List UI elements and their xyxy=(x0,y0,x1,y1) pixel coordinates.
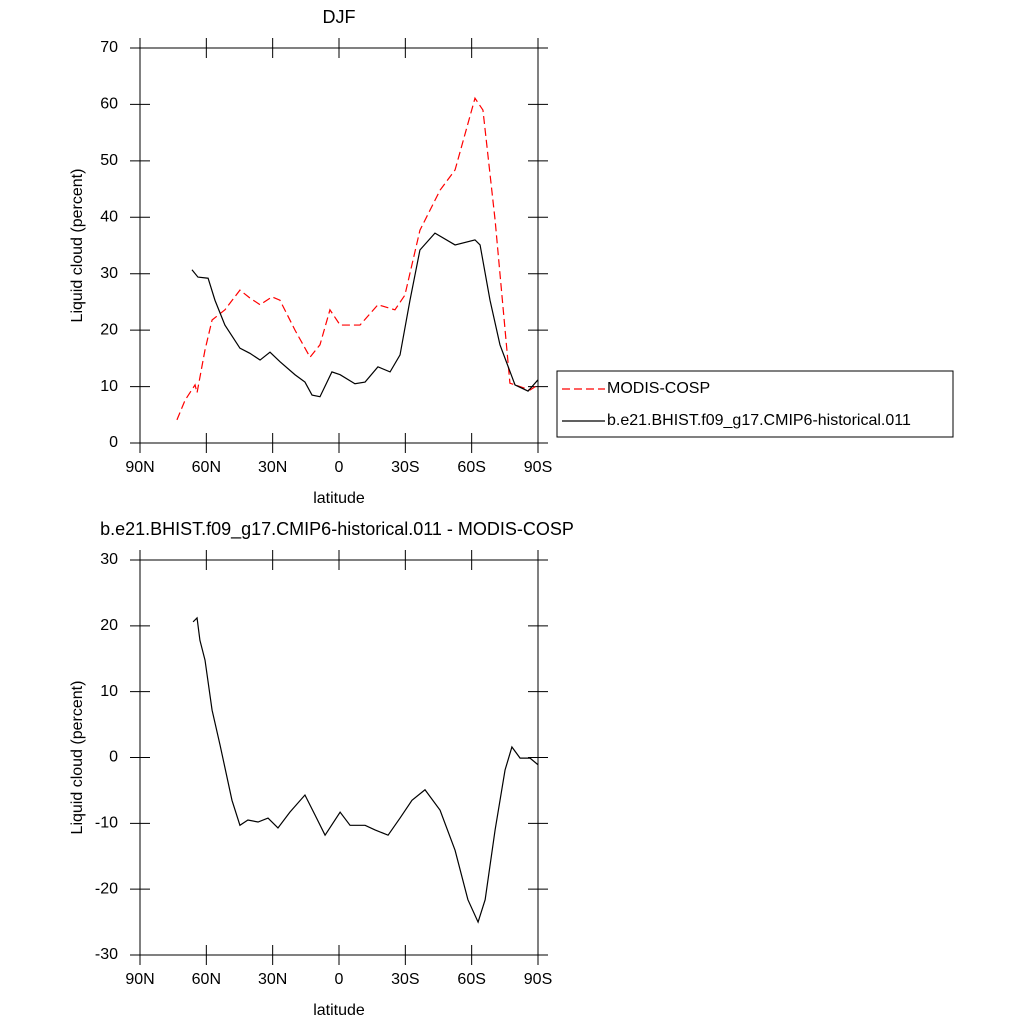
x-tick-label: 60N xyxy=(192,459,221,476)
y-tick-label: 0 xyxy=(109,434,118,451)
y-tick-label: 50 xyxy=(100,152,118,169)
x-tick-label: 30S xyxy=(391,971,419,988)
y-tick-label: 20 xyxy=(100,321,118,338)
series-line xyxy=(192,616,539,924)
x-tick-label: 0 xyxy=(335,459,344,476)
x-tick-label: 90N xyxy=(125,971,154,988)
x-axis-label: latitude xyxy=(313,490,365,507)
legend-label: MODIS-COSP xyxy=(607,380,710,397)
x-tick-label: 0 xyxy=(335,971,344,988)
x-axis-label: latitude xyxy=(313,1002,365,1019)
x-tick-label: 60S xyxy=(457,971,485,988)
chart-title: DJF xyxy=(323,7,356,27)
series-line xyxy=(191,232,539,398)
y-tick-label: -30 xyxy=(95,946,118,963)
x-tick-label: 60S xyxy=(457,459,485,476)
y-tick-label: -10 xyxy=(95,815,118,832)
x-tick-label: 90N xyxy=(125,459,154,476)
y-tick-label: 30 xyxy=(100,265,118,282)
x-tick-label: 30N xyxy=(258,971,287,988)
x-tick-label: 30N xyxy=(258,459,287,476)
x-tick-label: 90S xyxy=(524,971,552,988)
chart-title: b.e21.BHIST.f09_g17.CMIP6-historical.011… xyxy=(100,519,574,540)
series-line xyxy=(176,96,539,421)
legend-box xyxy=(556,370,954,438)
legend-label: b.e21.BHIST.f09_g17.CMIP6-historical.011 xyxy=(607,412,911,429)
y-axis-label: Liquid cloud (percent) xyxy=(69,681,86,835)
y-tick-label: 30 xyxy=(100,551,118,568)
y-tick-label: 10 xyxy=(100,683,118,700)
y-tick-label: 20 xyxy=(100,617,118,634)
chart: b.e21.BHIST.f09_g17.CMIP6-historical.011… xyxy=(69,519,574,1019)
y-tick-label: 40 xyxy=(100,209,118,226)
x-tick-label: 60N xyxy=(192,971,221,988)
y-tick-label: -20 xyxy=(95,880,118,897)
y-tick-label: 70 xyxy=(100,39,118,56)
plot-frame xyxy=(139,47,539,444)
chart: DJF latitude Liquid cloud (percent) 0 10 20 30… xyxy=(69,7,954,507)
y-tick-label: 60 xyxy=(100,96,118,113)
x-tick-label: 30S xyxy=(391,459,419,476)
plot-frame xyxy=(139,559,539,956)
y-axis-label: Liquid cloud (percent) xyxy=(69,169,86,323)
x-tick-label: 90S xyxy=(524,459,552,476)
y-tick-label: 10 xyxy=(100,378,118,395)
legend: MODIS-COSP b.e21.BHIST.f09_g17.CMIP6-hist… xyxy=(556,370,954,438)
y-tick-label: 0 xyxy=(109,749,118,766)
